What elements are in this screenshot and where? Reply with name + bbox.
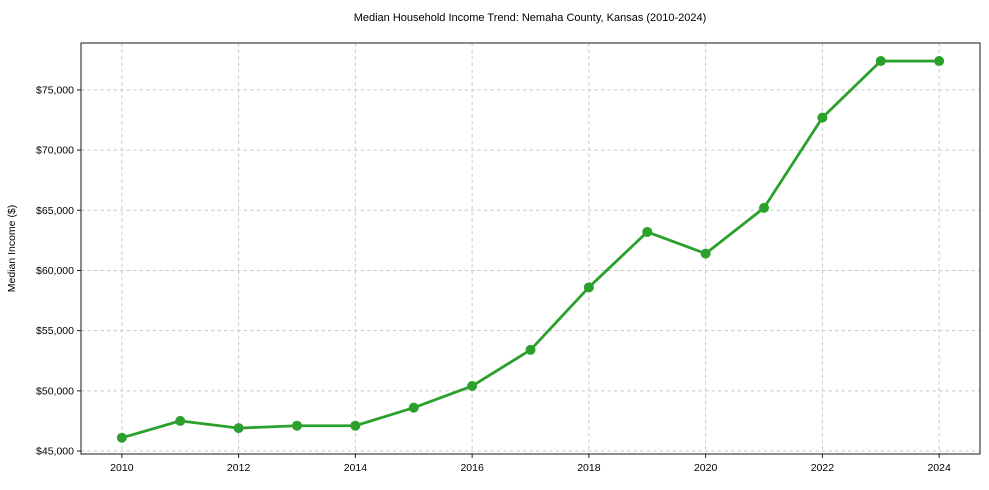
plot-area: 2010 2012 2014 2016 2018 2020 2022 2024 $45,000 $… bbox=[36, 42, 981, 474]
data-point-2018 bbox=[583, 282, 594, 293]
chart-title: Median Household Income Trend: Nemaha Co… bbox=[354, 12, 707, 24]
data-point-2022 bbox=[817, 112, 828, 123]
data-point-2024 bbox=[934, 56, 945, 67]
data-point-2012 bbox=[233, 423, 244, 434]
x-tick-label: 2022 bbox=[811, 462, 835, 474]
y-tick-label: $60,000 bbox=[36, 265, 74, 277]
x-tick-label: 2016 bbox=[460, 462, 484, 474]
data-point-2020 bbox=[700, 248, 711, 259]
y-tick-label: $70,000 bbox=[36, 145, 74, 157]
data-point-2013 bbox=[291, 420, 302, 431]
y-tick-label: $45,000 bbox=[36, 445, 74, 457]
data-point-2014 bbox=[350, 420, 361, 431]
x-tick-label: 2010 bbox=[110, 462, 134, 474]
data-point-2017 bbox=[525, 344, 536, 355]
data-point-2021 bbox=[759, 202, 770, 213]
data-point-2015 bbox=[408, 402, 419, 413]
plot-border bbox=[80, 42, 981, 455]
y-tick-label: $75,000 bbox=[36, 84, 74, 96]
data-point-2010 bbox=[116, 432, 127, 443]
data-point-2019 bbox=[642, 226, 653, 237]
data-point-2011 bbox=[175, 415, 186, 426]
data-point-2016 bbox=[467, 381, 478, 392]
y-tick-label: $65,000 bbox=[36, 205, 74, 217]
y-tick-label: $50,000 bbox=[36, 385, 74, 397]
x-tick-label: 2024 bbox=[927, 462, 951, 474]
x-tick-label: 2018 bbox=[577, 462, 601, 474]
y-tick-label: $55,000 bbox=[36, 325, 74, 337]
y-axis-label: Median Income ($) bbox=[6, 205, 18, 293]
x-tick-label: 2012 bbox=[227, 462, 251, 474]
x-tick-label: 2020 bbox=[694, 462, 718, 474]
data-point-2023 bbox=[875, 56, 886, 67]
x-tick-label: 2014 bbox=[344, 462, 368, 474]
